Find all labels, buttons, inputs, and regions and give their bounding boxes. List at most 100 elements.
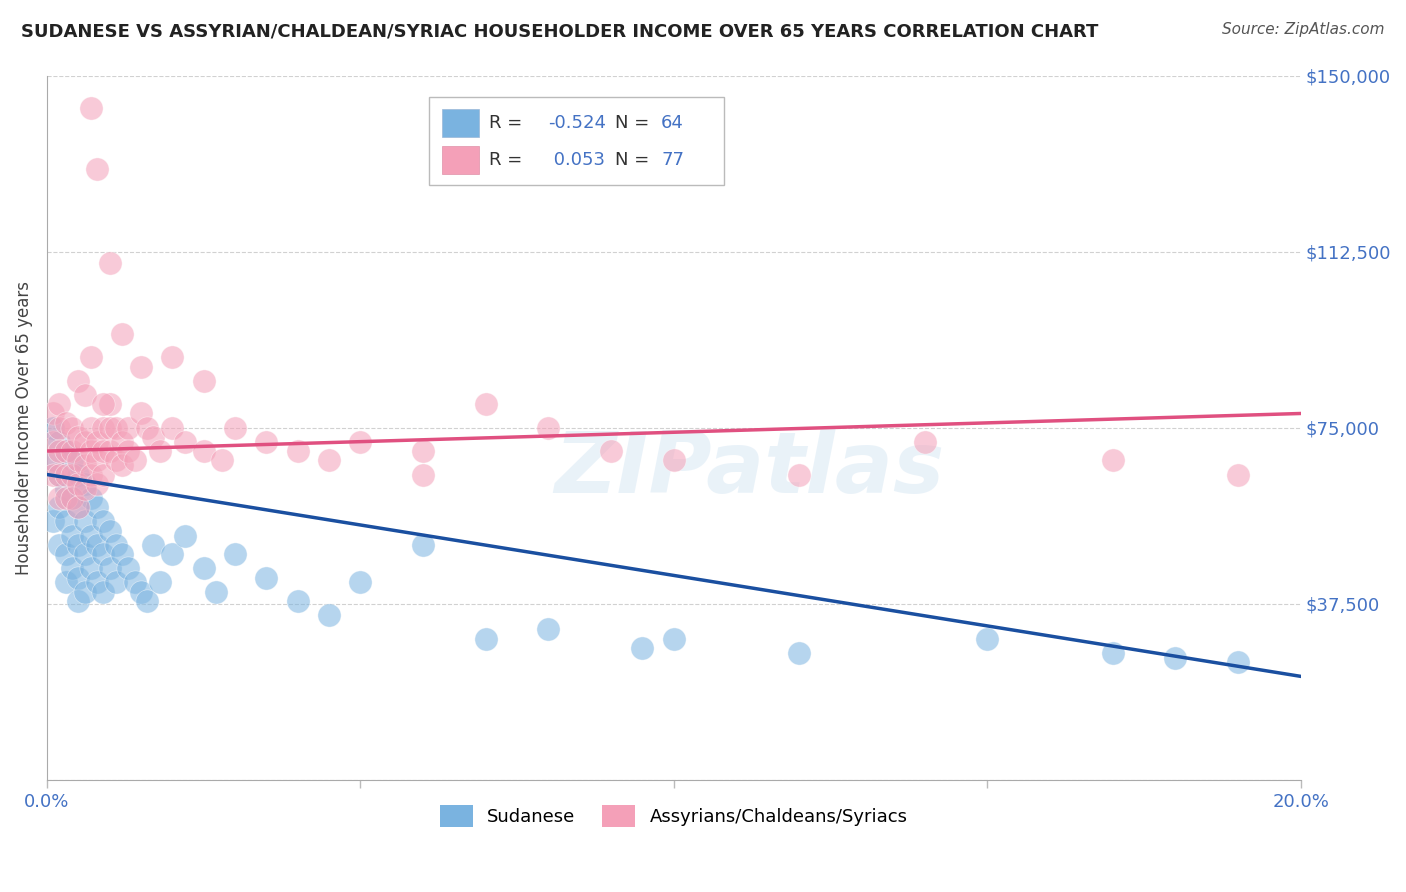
Point	[67, 594, 90, 608]
Point	[1226, 467, 1249, 482]
Point	[104, 538, 127, 552]
Point	[787, 467, 810, 482]
Point	[86, 476, 108, 491]
Point	[349, 434, 371, 449]
Point	[60, 420, 83, 434]
Point	[91, 467, 114, 482]
Point	[124, 575, 146, 590]
Point	[474, 397, 496, 411]
Point	[55, 491, 77, 505]
Point	[98, 561, 121, 575]
Point	[80, 561, 103, 575]
Point	[67, 500, 90, 515]
Point	[48, 491, 70, 505]
Point	[86, 453, 108, 467]
Point	[976, 632, 998, 646]
Point	[787, 646, 810, 660]
Text: 0.053: 0.053	[548, 151, 606, 169]
Point	[193, 444, 215, 458]
Point	[193, 374, 215, 388]
Point	[98, 444, 121, 458]
Point	[48, 538, 70, 552]
Point	[224, 547, 246, 561]
Point	[55, 467, 77, 482]
Text: N =: N =	[614, 113, 650, 132]
Point	[162, 350, 184, 364]
Text: N =: N =	[614, 151, 650, 169]
Point	[211, 453, 233, 467]
Point	[1226, 655, 1249, 669]
Point	[55, 416, 77, 430]
Point	[91, 515, 114, 529]
Point	[67, 538, 90, 552]
Point	[104, 420, 127, 434]
Point	[104, 575, 127, 590]
Point	[149, 444, 172, 458]
Point	[55, 547, 77, 561]
Point	[48, 420, 70, 434]
Point	[60, 528, 83, 542]
Point	[129, 359, 152, 374]
Point	[1164, 650, 1187, 665]
Point	[55, 515, 77, 529]
Point	[91, 420, 114, 434]
Point	[86, 500, 108, 515]
Point	[224, 420, 246, 434]
Point	[149, 575, 172, 590]
Point	[193, 561, 215, 575]
Point	[80, 528, 103, 542]
Point	[48, 434, 70, 449]
Point	[117, 444, 139, 458]
Text: SUDANESE VS ASSYRIAN/CHALDEAN/SYRIAC HOUSEHOLDER INCOME OVER 65 YEARS CORRELATIO: SUDANESE VS ASSYRIAN/CHALDEAN/SYRIAC HOU…	[21, 22, 1098, 40]
Point	[662, 453, 685, 467]
Point	[86, 575, 108, 590]
Point	[142, 430, 165, 444]
Point	[80, 420, 103, 434]
FancyBboxPatch shape	[429, 96, 724, 185]
Point	[48, 500, 70, 515]
Point	[600, 444, 623, 458]
Point	[55, 575, 77, 590]
Point	[91, 585, 114, 599]
Point	[91, 547, 114, 561]
Point	[111, 547, 134, 561]
Point	[318, 608, 340, 623]
Point	[142, 538, 165, 552]
Point	[129, 407, 152, 421]
Point	[205, 585, 228, 599]
Point	[73, 387, 96, 401]
Point	[48, 467, 70, 482]
Point	[60, 467, 83, 482]
Point	[73, 434, 96, 449]
Point	[73, 458, 96, 472]
Point	[111, 326, 134, 341]
Point	[48, 397, 70, 411]
Point	[60, 444, 83, 458]
Point	[80, 444, 103, 458]
Point	[48, 467, 70, 482]
Point	[67, 476, 90, 491]
Point	[55, 444, 77, 458]
Point	[91, 444, 114, 458]
Point	[42, 467, 65, 482]
Point	[86, 162, 108, 177]
Point	[73, 547, 96, 561]
Point	[80, 467, 103, 482]
Point	[173, 528, 195, 542]
Text: 77: 77	[661, 151, 685, 169]
Point	[117, 420, 139, 434]
Point	[173, 434, 195, 449]
Point	[42, 453, 65, 467]
Point	[136, 420, 159, 434]
Point	[537, 623, 560, 637]
Point	[60, 491, 83, 505]
Point	[318, 453, 340, 467]
Point	[136, 594, 159, 608]
FancyBboxPatch shape	[441, 109, 479, 136]
Point	[412, 444, 434, 458]
Point	[287, 444, 309, 458]
Point	[412, 538, 434, 552]
Point	[914, 434, 936, 449]
Point	[98, 524, 121, 538]
Point	[48, 444, 70, 458]
